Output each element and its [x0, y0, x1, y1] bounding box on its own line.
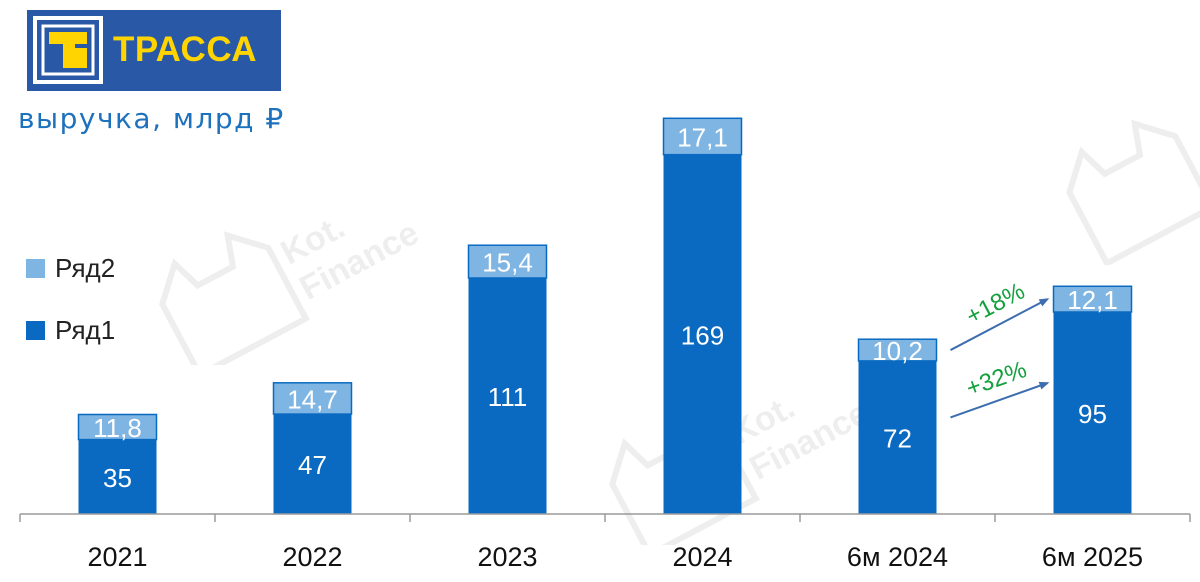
growth-arrow: [950, 298, 1050, 351]
legend-swatch-series1: [26, 321, 45, 340]
bars-layer: 35 11,8 47 14,7 111 15,4 169 17,1 72 10,2 95 12,1: [77, 117, 1133, 514]
bar-series2: [77, 413, 158, 441]
x-tick-label: 2023: [477, 542, 537, 572]
data-label-series1: 169: [681, 320, 724, 350]
x-axis: 2021 2022 2023 2024 6м 2024 6м 2025: [19, 513, 1191, 572]
growth-arrow: [950, 381, 1050, 419]
bar-series1: [78, 439, 157, 514]
legend-label-series2: Ряд2: [55, 253, 116, 283]
data-label-series2: 11,8: [93, 413, 142, 443]
bar-series2: [1052, 285, 1133, 313]
x-tick-label: 2021: [87, 542, 147, 572]
legend-label-series1: Ряд1: [55, 315, 116, 345]
data-label-series2: 17,1: [677, 122, 728, 152]
growth-label: +32%: [963, 356, 1031, 402]
chart-subtitle: выручка, млрд ₽: [18, 102, 285, 135]
data-label-series1: 47: [298, 450, 327, 480]
bar-series1: [468, 277, 547, 514]
bar-series1: [663, 154, 742, 514]
logo-mark-icon: [33, 16, 103, 84]
data-label-series1: 111: [488, 382, 528, 412]
growth-annotations: +18% +32%: [950, 278, 1050, 419]
logo-text: ТРАССА: [113, 30, 258, 69]
bar-series2: [272, 382, 353, 415]
bar-series1: [858, 360, 937, 514]
data-label-series1: 95: [1078, 399, 1107, 429]
data-label-series2: 15,4: [482, 248, 533, 278]
data-label-series1: 72: [883, 423, 912, 453]
data-label-series1: 35: [103, 463, 132, 493]
legend-swatch-series2: [26, 259, 45, 278]
company-logo: ТРАССА: [27, 10, 281, 91]
x-tick-label: 6м 2025: [1042, 542, 1143, 572]
bar-series1: [1053, 312, 1132, 514]
data-label-series2: 14,7: [287, 384, 338, 414]
x-tick-label: 2024: [672, 542, 732, 572]
bar-series1: [273, 414, 352, 514]
bar-series2: [662, 117, 743, 156]
x-tick-label: 2022: [282, 542, 342, 572]
x-tick-label: 6м 2024: [847, 542, 948, 572]
bar-series2: [467, 244, 548, 279]
growth-label: +18%: [962, 278, 1030, 331]
bar-series2: [857, 338, 938, 362]
data-label-series2: 12,1: [1067, 285, 1118, 315]
data-label-series2: 10,2: [872, 336, 923, 366]
